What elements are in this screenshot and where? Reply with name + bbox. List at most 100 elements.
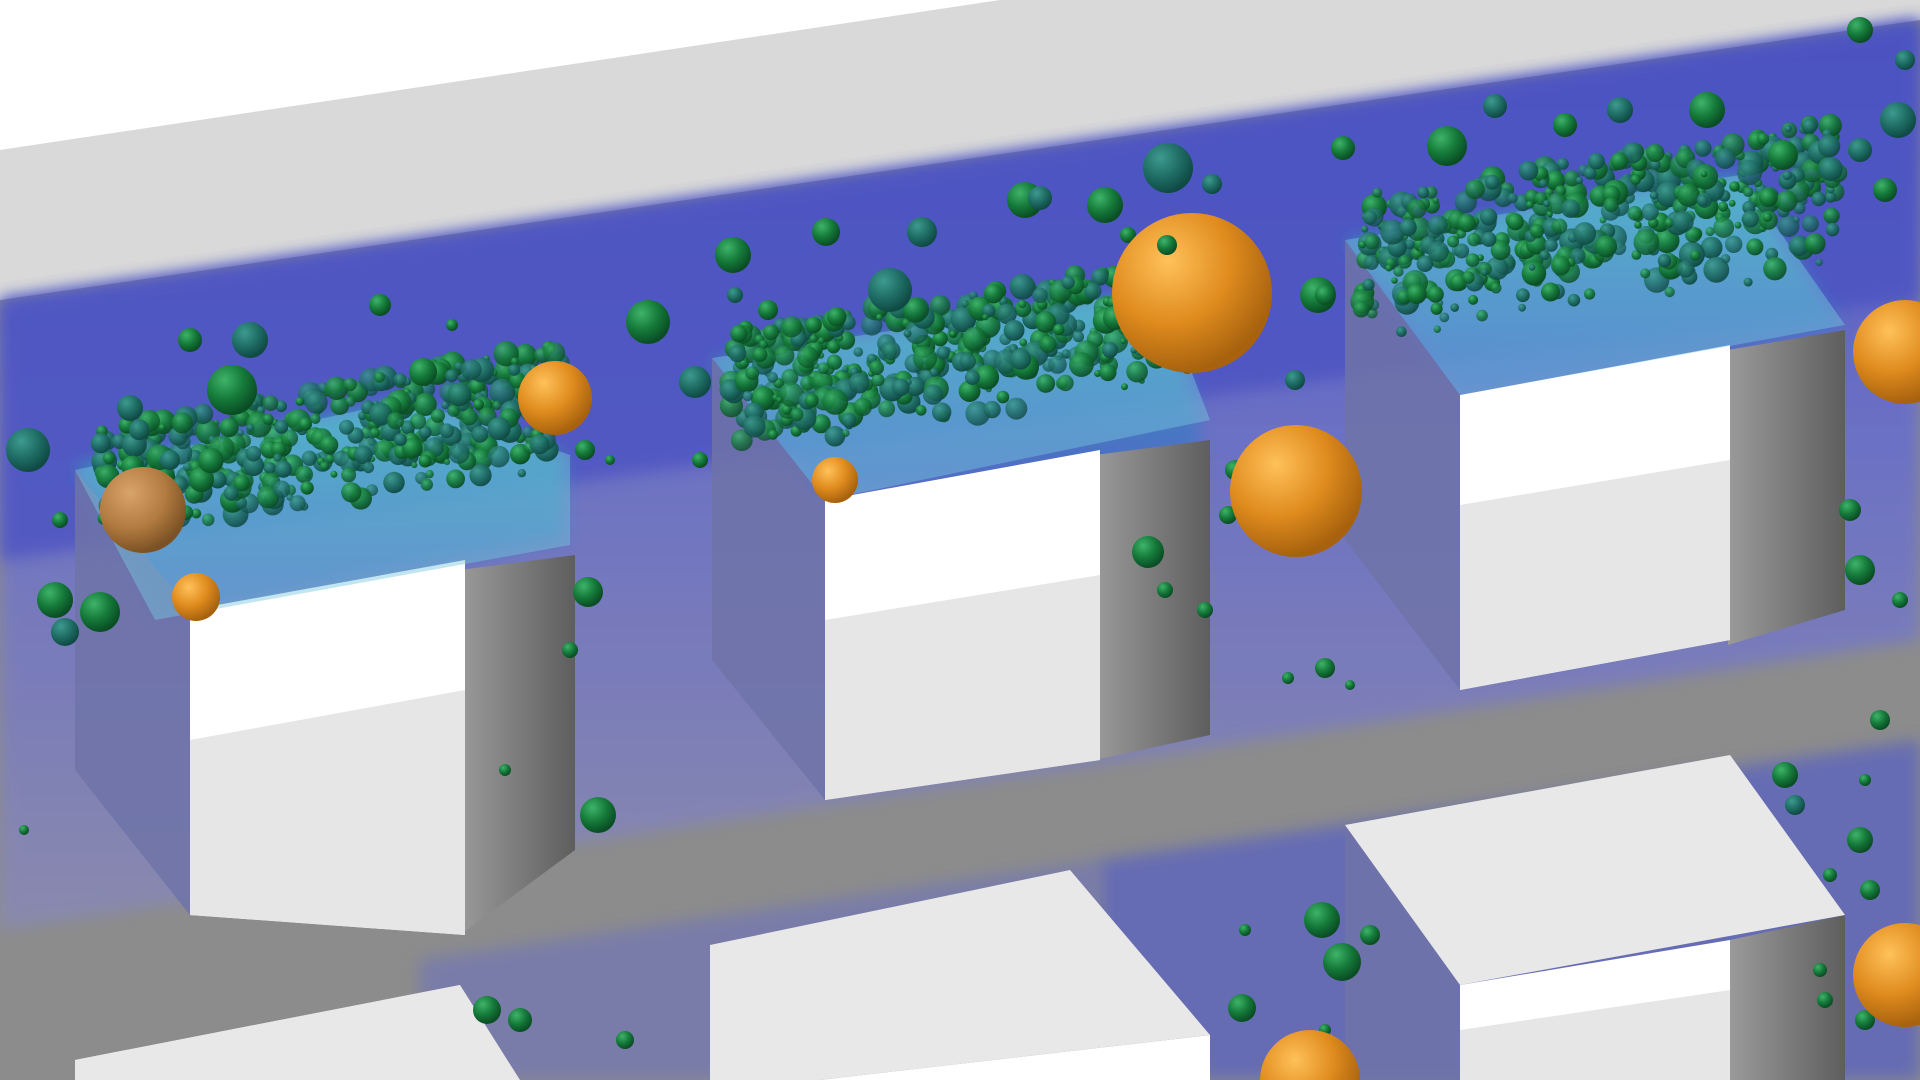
block-side-face <box>460 555 575 935</box>
green-droplet <box>959 353 976 370</box>
green-droplet <box>1784 125 1793 133</box>
green-droplet <box>1467 232 1481 247</box>
green-droplet <box>1416 255 1434 272</box>
green-droplet <box>1610 152 1629 171</box>
green-droplet <box>1544 238 1558 252</box>
green-droplet <box>1825 191 1837 203</box>
green-droplet <box>853 397 872 417</box>
green-droplet <box>1734 221 1742 229</box>
green-droplet <box>418 454 432 468</box>
green-droplet <box>439 423 455 439</box>
green-droplet <box>841 412 857 428</box>
green-droplet <box>103 452 115 465</box>
green-droplet <box>1362 278 1375 291</box>
green-droplet <box>444 458 451 465</box>
green-droplet <box>1282 672 1294 684</box>
green-droplet <box>752 347 768 363</box>
green-droplet <box>274 420 289 434</box>
green-droplet <box>207 365 257 415</box>
green-droplet <box>324 376 349 400</box>
green-droplet <box>1633 229 1660 256</box>
green-droplet <box>1048 355 1067 374</box>
green-droplet <box>1521 261 1547 286</box>
green-droplet <box>517 469 526 478</box>
green-droplet <box>932 331 948 347</box>
green-droplet <box>1845 555 1875 585</box>
green-droplet <box>487 445 510 468</box>
green-droplet <box>510 357 519 366</box>
green-droplet <box>1364 255 1379 270</box>
green-droplet <box>1788 235 1810 257</box>
block-left-face <box>75 470 190 915</box>
green-droplet <box>1757 132 1770 145</box>
green-droplet <box>1718 201 1729 212</box>
green-droplet <box>1061 275 1075 290</box>
green-droplet <box>1372 187 1383 198</box>
green-droplet <box>1358 240 1367 249</box>
green-droplet <box>1157 235 1177 255</box>
green-droplet <box>383 471 405 494</box>
green-droplet <box>274 460 292 478</box>
green-droplet <box>1529 224 1545 239</box>
green-droplet <box>1427 286 1444 303</box>
green-droplet <box>1782 170 1792 181</box>
green-droplet <box>871 373 885 387</box>
green-droplet <box>1546 211 1553 218</box>
green-droplet <box>1641 203 1659 221</box>
orange-droplet <box>1230 425 1362 557</box>
green-droplet <box>616 1031 634 1049</box>
green-droplet <box>824 425 846 447</box>
green-droplet <box>1490 282 1502 294</box>
green-droplet <box>1575 176 1583 184</box>
green-droplet <box>1539 178 1548 188</box>
green-droplet <box>1811 191 1826 207</box>
green-droplet <box>1447 235 1460 248</box>
green-droplet <box>1391 277 1398 284</box>
green-droplet <box>441 400 450 410</box>
green-droplet <box>543 342 566 364</box>
green-droplet <box>1450 303 1459 312</box>
green-droplet <box>1817 992 1833 1008</box>
green-droplet <box>1239 924 1251 936</box>
green-droplet <box>219 417 239 438</box>
green-droplet <box>271 441 287 457</box>
green-droplet <box>401 437 423 459</box>
green-droplet <box>1551 255 1571 276</box>
green-droplet <box>1009 348 1032 370</box>
green-droplet <box>1847 17 1873 43</box>
green-droplet <box>1817 135 1841 158</box>
green-droplet <box>1848 138 1872 162</box>
green-droplet <box>1518 160 1539 181</box>
green-droplet <box>295 397 305 406</box>
green-droplet <box>1839 499 1861 521</box>
green-droplet <box>369 294 391 316</box>
green-droplet <box>513 343 537 367</box>
green-droplet <box>330 396 350 415</box>
green-droplet <box>1396 326 1407 338</box>
green-droplet <box>52 512 68 528</box>
green-droplet <box>393 372 407 387</box>
green-droplet <box>1762 212 1773 222</box>
green-droplet <box>1860 880 1880 900</box>
green-droplet <box>1003 320 1025 341</box>
green-droplet <box>1018 299 1027 309</box>
green-droplet <box>1630 174 1641 185</box>
green-droplet <box>728 345 747 363</box>
green-droplet <box>1304 902 1340 938</box>
green-droplet <box>273 453 282 462</box>
green-droplet <box>1084 282 1102 300</box>
green-droplet <box>246 423 255 432</box>
block-lower-right <box>1345 755 1845 1080</box>
green-droplet <box>812 218 840 246</box>
green-droplet <box>1019 338 1028 347</box>
green-droplet <box>341 482 362 503</box>
block-lower-middle <box>710 870 1210 1080</box>
green-droplet <box>1485 256 1509 280</box>
green-droplet <box>1583 166 1597 180</box>
green-droplet <box>1121 383 1128 391</box>
green-droplet <box>958 380 981 402</box>
block-front-lower-face <box>1460 460 1730 690</box>
green-droplet <box>1462 271 1475 284</box>
green-droplet <box>447 404 460 417</box>
